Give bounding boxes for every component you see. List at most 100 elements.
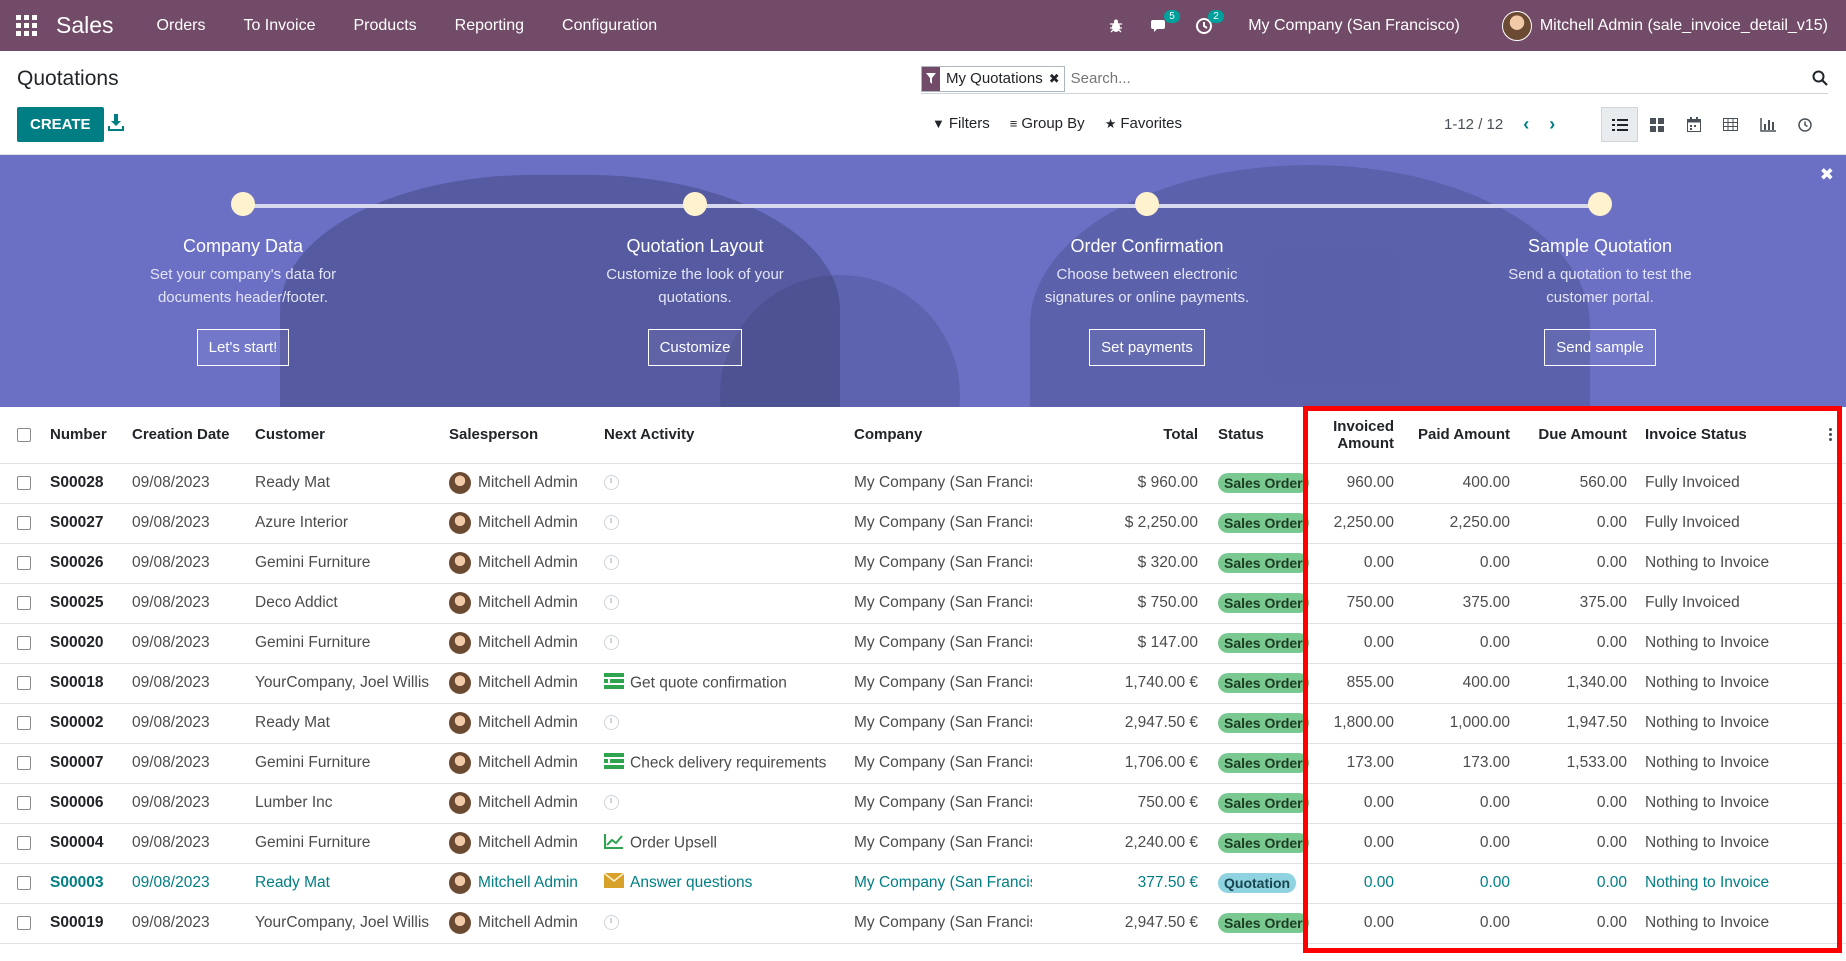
next-activity[interactable] bbox=[604, 503, 854, 544]
search-input[interactable] bbox=[1070, 70, 1771, 87]
menu-orders[interactable]: Orders bbox=[156, 16, 206, 34]
table-row[interactable]: S00026 09/08/2023 Gemini Furniture Mitchell… bbox=[0, 543, 1846, 584]
chart-line-icon[interactable] bbox=[604, 833, 624, 854]
favorites-dropdown[interactable]: ★ Favorites bbox=[1105, 115, 1182, 132]
todo-list-icon[interactable] bbox=[604, 672, 624, 694]
row-checkbox[interactable] bbox=[17, 475, 31, 490]
header-company[interactable]: Company bbox=[854, 407, 1032, 464]
step-title[interactable]: Order Confirmation bbox=[1070, 236, 1224, 256]
search-facet[interactable]: My Quotations ✖ bbox=[921, 65, 1065, 92]
header-number[interactable]: Number bbox=[50, 407, 132, 464]
next-activity[interactable] bbox=[604, 783, 854, 824]
row-checkbox[interactable] bbox=[17, 515, 31, 530]
kanban-view-icon[interactable] bbox=[1638, 107, 1675, 142]
lets-start-button[interactable]: Let's start! bbox=[196, 329, 290, 366]
company-switcher[interactable]: My Company (San Francisco) bbox=[1248, 16, 1460, 34]
row-checkbox[interactable] bbox=[17, 795, 31, 810]
header-customer[interactable]: Customer bbox=[255, 407, 449, 464]
table-row[interactable]: S00004 09/08/2023 Gemini Furniture Mitchell… bbox=[0, 823, 1846, 864]
header-due-amount[interactable]: Due Amount bbox=[1520, 407, 1637, 464]
row-checkbox[interactable] bbox=[17, 635, 31, 650]
table-row[interactable]: S00002 09/08/2023 Ready Mat Mitchell Admin M… bbox=[0, 703, 1846, 744]
row-checkbox[interactable] bbox=[17, 715, 31, 730]
next-activity[interactable] bbox=[604, 703, 854, 744]
clock-icon[interactable] bbox=[604, 634, 619, 652]
row-checkbox[interactable] bbox=[17, 755, 31, 770]
pager-previous-icon[interactable]: ‹ bbox=[1523, 114, 1530, 134]
next-activity[interactable]: Get quote confirmation bbox=[604, 663, 854, 704]
download-icon[interactable] bbox=[108, 113, 126, 133]
row-checkbox[interactable] bbox=[17, 595, 31, 610]
next-activity[interactable] bbox=[604, 543, 854, 584]
table-row[interactable]: S00019 09/08/2023 YourCompany, Joel Willis… bbox=[0, 903, 1846, 944]
step-title[interactable]: Company Data bbox=[182, 236, 304, 256]
set-payments-button[interactable]: Set payments bbox=[1089, 329, 1205, 366]
next-activity[interactable]: Answer questions bbox=[604, 863, 854, 904]
menu-reporting[interactable]: Reporting bbox=[454, 16, 525, 34]
table-row[interactable]: S00007 09/08/2023 Gemini Furniture Mitchell… bbox=[0, 743, 1846, 784]
step-title[interactable]: Quotation Layout bbox=[626, 236, 764, 256]
graph-view-icon[interactable] bbox=[1749, 107, 1786, 142]
table-row[interactable]: S00006 09/08/2023 Lumber Inc Mitchell Admin… bbox=[0, 783, 1846, 824]
clock-icon[interactable] bbox=[604, 714, 619, 732]
header-invoiced-amount[interactable]: Invoiced Amount bbox=[1310, 407, 1396, 464]
clock-icon[interactable] bbox=[604, 914, 619, 932]
apps-menu-icon[interactable] bbox=[16, 14, 38, 37]
row-checkbox[interactable] bbox=[17, 915, 31, 930]
row-checkbox[interactable] bbox=[17, 875, 31, 890]
next-activity[interactable] bbox=[604, 903, 854, 944]
next-activity[interactable]: Order Upsell bbox=[604, 823, 854, 864]
header-next-activity[interactable]: Next Activity bbox=[604, 407, 854, 464]
user-menu[interactable]: Mitchell Admin (sale_invoice_detail_v15) bbox=[1501, 10, 1828, 41]
table-row[interactable]: S00027 09/08/2023 Azure Interior Mitchell A… bbox=[0, 503, 1846, 544]
header-salesperson[interactable]: Salesperson bbox=[449, 407, 604, 464]
groupby-dropdown[interactable]: ≡ Group By bbox=[1010, 115, 1085, 132]
row-checkbox[interactable] bbox=[17, 675, 31, 690]
next-activity[interactable] bbox=[604, 583, 854, 624]
todo-list-icon[interactable] bbox=[604, 752, 624, 774]
row-checkbox[interactable] bbox=[17, 555, 31, 570]
send-sample-button[interactable]: Send sample bbox=[1544, 329, 1656, 366]
pivot-view-icon[interactable] bbox=[1712, 107, 1749, 142]
header-total[interactable]: Total bbox=[1032, 407, 1210, 464]
clock-icon[interactable] bbox=[604, 794, 619, 812]
next-activity[interactable] bbox=[604, 623, 854, 664]
search-icon[interactable] bbox=[1812, 70, 1828, 90]
app-name[interactable]: Sales bbox=[56, 12, 114, 38]
filters-dropdown[interactable]: ▼ Filters bbox=[932, 115, 990, 132]
row-checkbox[interactable] bbox=[17, 835, 31, 850]
table-row[interactable]: S00018 09/08/2023 YourCompany, Joel Willis… bbox=[0, 663, 1846, 704]
table-row[interactable]: S00020 09/08/2023 Gemini Furniture Mitchell… bbox=[0, 623, 1846, 664]
pager-value[interactable]: 1-12 / 12 bbox=[1444, 116, 1504, 133]
header-creation-date[interactable]: Creation Date bbox=[132, 407, 255, 464]
activities-clock-icon[interactable]: 2 bbox=[1182, 0, 1226, 51]
header-status[interactable]: Status bbox=[1210, 407, 1310, 464]
menu-products[interactable]: Products bbox=[353, 16, 417, 34]
messages-icon[interactable]: 5 bbox=[1138, 0, 1182, 51]
menu-configuration[interactable]: Configuration bbox=[562, 16, 658, 34]
clock-icon[interactable] bbox=[604, 554, 619, 572]
facet-remove-icon[interactable]: ✖ bbox=[1048, 70, 1060, 86]
table-row[interactable]: S00028 09/08/2023 Ready Mat Mitchell Admin M… bbox=[0, 463, 1846, 504]
list-view-icon[interactable] bbox=[1601, 107, 1638, 142]
header-paid-amount[interactable]: Paid Amount bbox=[1396, 407, 1520, 464]
table-row[interactable]: S00025 09/08/2023 Deco Addict Mitchell Admi… bbox=[0, 583, 1846, 624]
next-activity[interactable] bbox=[604, 463, 854, 504]
customize-button[interactable]: Customize bbox=[647, 329, 743, 366]
header-invoice-status[interactable]: Invoice Status bbox=[1637, 407, 1846, 464]
next-activity[interactable]: Check delivery requirements bbox=[604, 743, 854, 784]
activity-view-icon[interactable] bbox=[1786, 107, 1823, 142]
close-icon[interactable]: ✖ bbox=[1819, 165, 1834, 184]
select-all-checkbox[interactable] bbox=[17, 428, 31, 443]
envelope-icon[interactable] bbox=[604, 872, 625, 893]
menu-to-invoice[interactable]: To Invoice bbox=[243, 16, 316, 34]
create-button[interactable]: CREATE bbox=[17, 107, 104, 142]
clock-icon[interactable] bbox=[604, 474, 619, 492]
debug-bug-icon[interactable] bbox=[1094, 0, 1138, 51]
pager-next-icon[interactable]: › bbox=[1549, 114, 1556, 134]
step-title[interactable]: Sample Quotation bbox=[1527, 236, 1673, 256]
calendar-view-icon[interactable] bbox=[1675, 107, 1712, 142]
table-row[interactable]: S00003 09/08/2023 Ready Mat Mitchell Admin A… bbox=[0, 863, 1846, 904]
clock-icon[interactable] bbox=[604, 594, 619, 612]
optional-columns-kebab-icon[interactable] bbox=[1829, 428, 1833, 443]
